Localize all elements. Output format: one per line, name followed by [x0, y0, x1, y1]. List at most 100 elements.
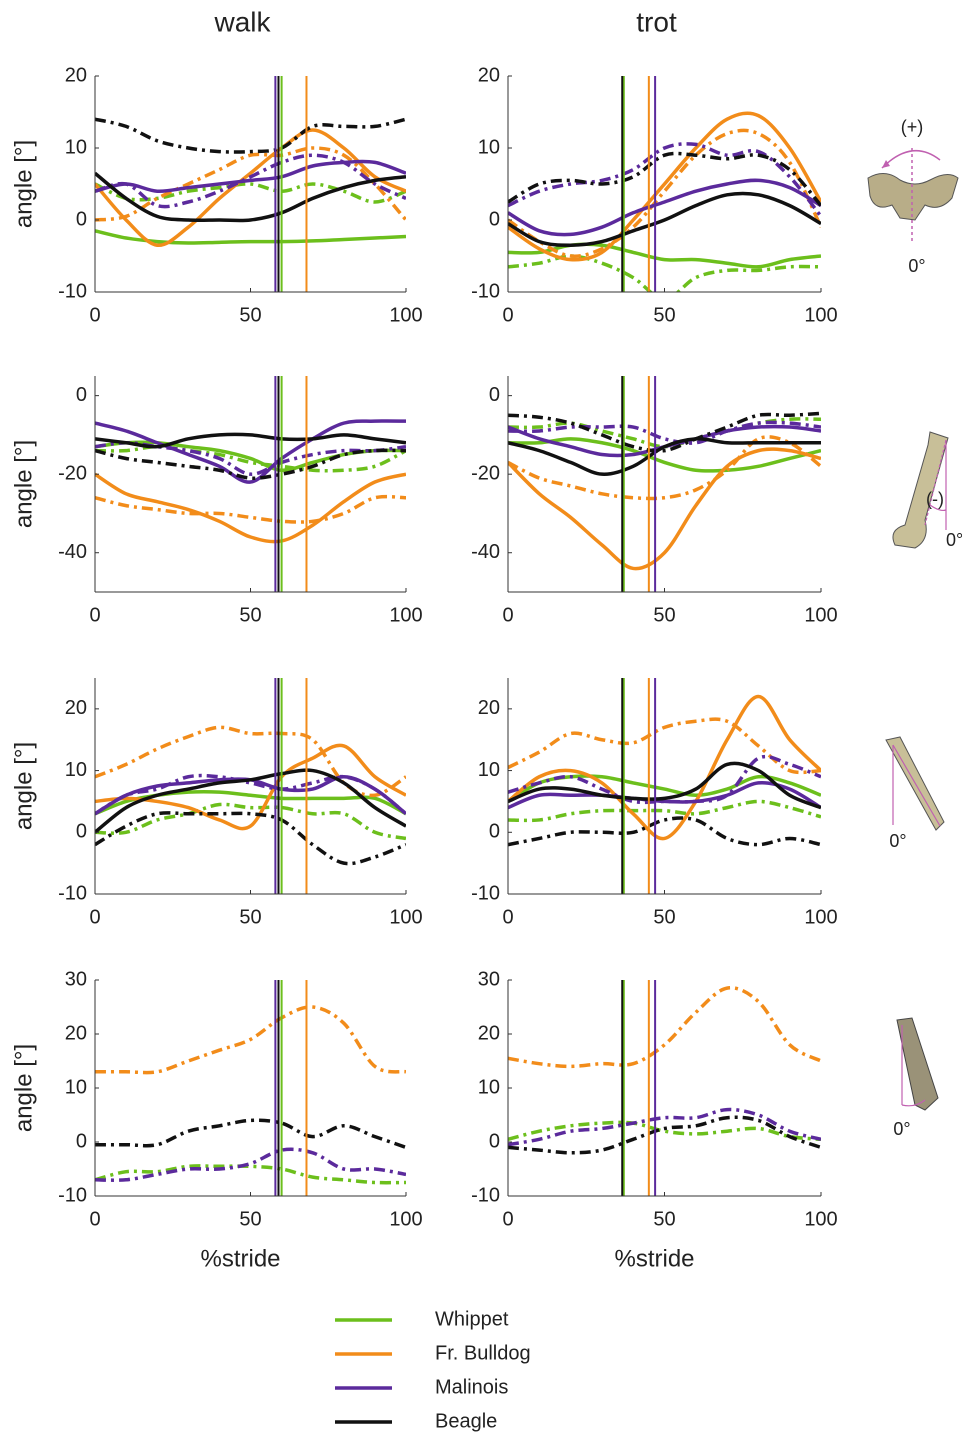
y-tick-label: 20 [65, 697, 87, 719]
y-tick-label: 20 [65, 64, 87, 86]
y-tick-label: 20 [478, 1022, 500, 1044]
femur-icon [892, 431, 949, 549]
series-line [95, 448, 406, 480]
x-tick-label: 50 [653, 604, 675, 626]
icon-label: (-) [926, 489, 944, 509]
y-tick-label: 10 [65, 136, 87, 158]
plot-area [95, 1005, 406, 1185]
y-axis-label: angle [°] [10, 1044, 37, 1132]
icon-label: 0° [889, 831, 906, 851]
series-line [508, 437, 821, 476]
series-line [95, 153, 406, 209]
x-tick-label: 0 [502, 906, 513, 928]
legend-label: Whippet [435, 1308, 509, 1330]
icon-label: 0° [946, 530, 962, 550]
series-line [508, 799, 821, 823]
y-tick-label: -40 [471, 541, 500, 563]
x-tick-label: 0 [502, 1208, 513, 1230]
y-tick-label: 30 [65, 968, 87, 990]
series-line [508, 420, 821, 445]
column-title: walk [213, 6, 271, 37]
y-tick-label: 0 [489, 821, 500, 843]
x-tick-label: 0 [502, 304, 513, 326]
y-tick-label: 0 [76, 208, 87, 230]
y-tick-label: -10 [471, 1184, 500, 1206]
plot-area [508, 411, 821, 571]
series-line [508, 761, 821, 810]
series-line [95, 494, 406, 524]
y-tick-label: 0 [489, 384, 500, 406]
y-tick-label: -10 [471, 280, 500, 302]
icon-label: 0° [908, 256, 925, 276]
x-tick-label: 50 [653, 304, 675, 326]
legend-label: Beagle [435, 1410, 497, 1432]
series-line [508, 694, 821, 841]
series-line [95, 419, 406, 484]
plot-area [95, 419, 406, 544]
series-line [508, 717, 821, 775]
series-line [508, 435, 821, 501]
y-axis-label: angle [°] [10, 140, 37, 228]
series-line [95, 1118, 406, 1150]
legend-label: Fr. Bulldog [435, 1342, 531, 1364]
x-tick-label: 0 [89, 604, 100, 626]
y-tick-label: 30 [478, 968, 500, 990]
y-tick-label: 0 [76, 384, 87, 406]
series-line [508, 1107, 821, 1147]
pelvis-icon [867, 148, 959, 244]
x-tick-label: 50 [239, 906, 261, 928]
series-line [508, 178, 821, 237]
y-tick-label: 20 [65, 1022, 87, 1044]
series-line [95, 1005, 406, 1075]
series-line [95, 117, 406, 154]
y-tick-label: 10 [478, 759, 500, 781]
legend-label: Malinois [435, 1376, 508, 1398]
y-tick-label: 20 [478, 64, 500, 86]
series-line [508, 754, 821, 805]
x-tick-label: 100 [389, 604, 422, 626]
plot-area [508, 111, 821, 292]
series-line [95, 1147, 406, 1182]
x-tick-label: 0 [502, 604, 513, 626]
x-tick-label: 0 [89, 906, 100, 928]
plot-area [508, 694, 821, 847]
series-line [95, 171, 406, 223]
series-line [95, 432, 406, 449]
series-line [95, 802, 406, 841]
series-line [508, 411, 821, 453]
y-tick-label: -40 [58, 541, 87, 563]
y-tick-label: 0 [76, 1130, 87, 1152]
x-axis-label: %stride [200, 1245, 280, 1272]
x-tick-label: 100 [804, 906, 837, 928]
y-tick-label: 20 [478, 697, 500, 719]
series-line [95, 811, 406, 866]
series-line [95, 1164, 406, 1185]
icon-label: (+) [901, 117, 924, 137]
series-line [95, 472, 406, 544]
series-line [508, 191, 821, 247]
y-tick-label: -10 [471, 882, 500, 904]
x-tick-label: 50 [653, 906, 675, 928]
series-line [508, 780, 821, 810]
x-axis-label: %stride [614, 1245, 694, 1272]
x-tick-label: 0 [89, 1208, 100, 1230]
series-line [508, 242, 821, 269]
series-line [95, 182, 406, 204]
y-tick-label: 10 [65, 759, 87, 781]
y-tick-label: -20 [58, 462, 87, 484]
y-tick-label: 10 [478, 136, 500, 158]
series-line [508, 1115, 821, 1155]
tibia-icon [885, 736, 945, 831]
series-line [508, 986, 821, 1069]
x-tick-label: 50 [239, 1208, 261, 1230]
x-tick-label: 50 [653, 1208, 675, 1230]
x-tick-label: 100 [389, 1208, 422, 1230]
series-line [508, 437, 821, 473]
y-tick-label: -10 [58, 280, 87, 302]
y-tick-label: -20 [471, 462, 500, 484]
column-title: trot [636, 6, 677, 37]
x-tick-label: 100 [389, 304, 422, 326]
series-line [95, 128, 406, 247]
series-line [508, 151, 821, 207]
series-line [508, 1120, 821, 1142]
